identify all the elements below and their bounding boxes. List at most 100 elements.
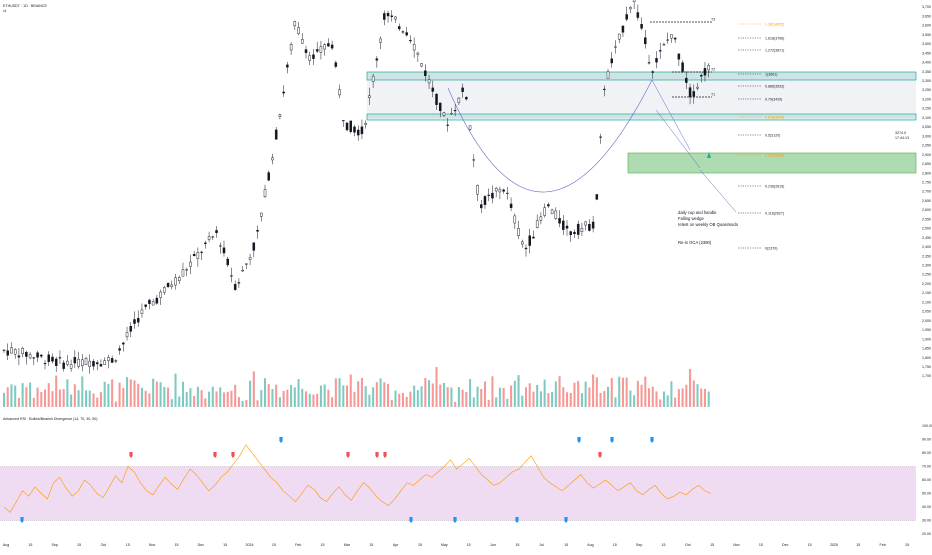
volume-bar	[193, 395, 196, 407]
candle-body	[502, 189, 505, 192]
candle-body	[543, 207, 546, 216]
volume-bar	[584, 381, 587, 407]
candle-body	[562, 220, 565, 230]
time-axis-label: 15	[856, 543, 860, 547]
target-label: T3	[711, 18, 715, 22]
supply-zone-top	[366, 71, 917, 81]
price-axis-label: 2,350	[922, 254, 931, 258]
volume-bar	[275, 384, 278, 407]
candle-body	[114, 360, 118, 362]
candle-body	[580, 227, 584, 232]
supply-zone-bottom	[366, 113, 917, 121]
time-axis-label: Sep	[636, 543, 642, 547]
volume-bar	[610, 378, 613, 407]
volume-bar	[551, 392, 554, 407]
price-axis-label: 3,700	[922, 5, 931, 9]
divergence-marker	[650, 437, 654, 443]
volume-bar	[457, 387, 460, 407]
candle-body	[2, 349, 6, 352]
annotation-reentry: Re-in OCA (2380)	[678, 240, 712, 245]
volume-bar	[521, 395, 524, 407]
volume-bar	[219, 387, 222, 407]
volume-bar	[375, 382, 378, 407]
time-axis-label: 2025	[830, 543, 838, 547]
rsi-axis-label: 80.00	[922, 451, 931, 455]
volume-bar	[185, 391, 188, 407]
volume-bar	[674, 397, 677, 407]
price-axis-label: 2,650	[922, 199, 931, 203]
target-label: T2	[711, 68, 715, 72]
candle-body	[122, 342, 125, 345]
volume-bar	[40, 392, 43, 407]
overlays-layer	[447, 79, 737, 213]
candle-body	[73, 357, 77, 364]
price-axis-label: 2,850	[922, 162, 931, 166]
candle-body	[535, 220, 539, 228]
volume-bar	[353, 391, 356, 407]
volume-bar	[6, 387, 9, 407]
candle-body	[558, 218, 561, 224]
candle-body	[662, 44, 666, 46]
volume-bar	[267, 384, 270, 407]
volume-bar	[103, 381, 106, 407]
candle-body	[371, 75, 375, 82]
candle-body	[353, 126, 356, 133]
volume-bar	[47, 383, 50, 407]
volume-bar	[17, 397, 20, 407]
volume-bar	[133, 380, 136, 407]
volume-bar	[290, 385, 293, 407]
candle-body	[338, 89, 341, 96]
volume-bar	[278, 397, 281, 407]
candle-body	[25, 352, 28, 357]
projection-line	[699, 169, 737, 213]
candle-body	[360, 126, 364, 135]
candle-body	[110, 358, 114, 363]
candle-body	[233, 284, 237, 290]
candle-body	[599, 136, 602, 138]
candle-body	[509, 203, 513, 208]
candle-body	[144, 304, 147, 307]
volume-bar	[2, 392, 6, 407]
candle-body	[148, 299, 151, 304]
price-axis-label: 2,900	[922, 153, 931, 157]
candle-body	[274, 129, 278, 140]
time-axis-label: 15	[223, 543, 227, 547]
price-axis-label: 1,700	[922, 374, 931, 378]
price-axis-label: 3,550	[922, 33, 931, 37]
oscillator-header: Advanced RSI · Bullish/Bearish Divergenc…	[3, 417, 98, 421]
fib-level-label: 0.5(3120)	[765, 133, 780, 137]
candle-body	[345, 122, 349, 131]
candle-body	[319, 46, 323, 53]
candle-body	[375, 58, 379, 61]
candle-body	[271, 157, 274, 161]
candle-body	[51, 356, 54, 362]
time-axis-label: 15	[515, 543, 519, 547]
volume-bar	[55, 375, 58, 407]
time-axis-label: 15	[418, 543, 422, 547]
annotation-line-2: Falling wedge	[678, 216, 705, 221]
candle-body	[655, 58, 658, 63]
candle-body	[211, 236, 215, 238]
volume-bar	[73, 384, 76, 407]
volume-bar	[237, 397, 240, 407]
volume-bar	[595, 377, 598, 407]
volume-bar	[32, 397, 35, 407]
volume-bar	[338, 378, 341, 407]
volume-bar	[655, 391, 658, 407]
candle-body	[591, 221, 595, 229]
volume-bar	[51, 391, 54, 407]
volume-bar	[689, 369, 692, 407]
candle-body	[431, 87, 435, 92]
volume-bar	[360, 377, 363, 407]
price-axis-label: 3,200	[922, 97, 931, 101]
candle-body	[103, 360, 106, 365]
volume-bar	[256, 400, 259, 407]
volume-bar	[84, 390, 88, 407]
volume-bar	[416, 390, 419, 407]
candle-body	[528, 235, 531, 246]
rsi-axis-label: 70.00	[922, 465, 931, 469]
candle-body	[405, 32, 408, 36]
price-axis-label: 2,950	[922, 144, 931, 148]
fib-level-label: 0.118(2627)	[765, 211, 784, 215]
volume-bar	[260, 390, 263, 407]
